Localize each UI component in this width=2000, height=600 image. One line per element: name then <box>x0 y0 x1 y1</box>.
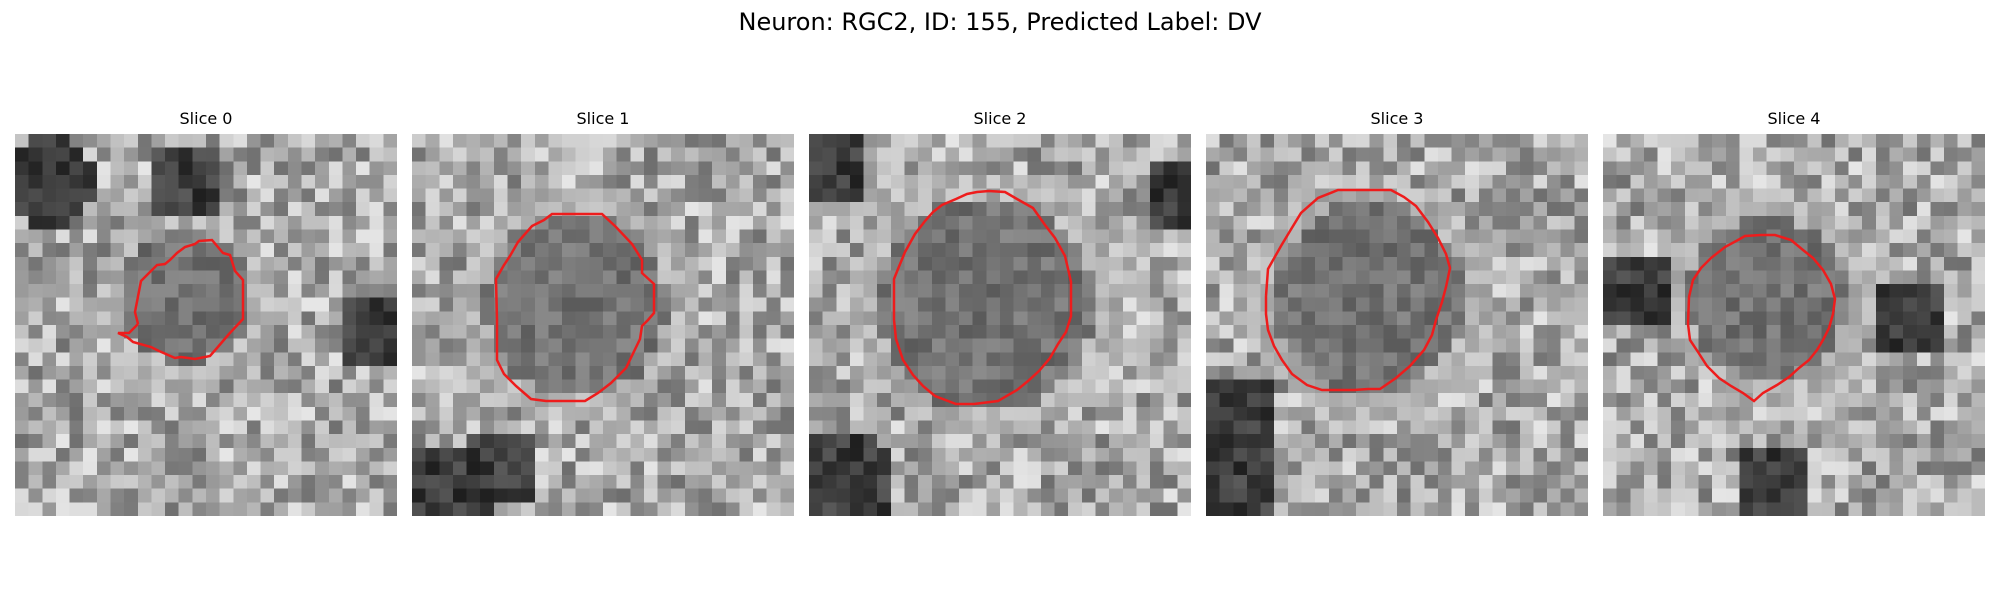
slice-title: Slice 4 <box>1767 109 1821 128</box>
cell-contour <box>494 212 656 403</box>
cell-contour <box>1264 188 1452 392</box>
slice-title: Slice 2 <box>973 109 1027 128</box>
slice-image <box>412 134 794 516</box>
figure-title: Neuron: RGC2, ID: 155, Predicted Label: … <box>738 8 1262 36</box>
slice-title: Slice 1 <box>576 109 630 128</box>
slice-panel-4: Slice 4 <box>1603 109 1985 516</box>
slice-image <box>1603 134 1985 516</box>
slice-image <box>15 134 397 516</box>
cell-contour <box>1686 233 1837 403</box>
slice-title: Slice 3 <box>1370 109 1424 128</box>
slice-panel-1: Slice 1 <box>412 109 794 516</box>
cell-contour <box>117 238 245 361</box>
slice-panel-2: Slice 2 <box>809 109 1191 516</box>
slice-image <box>809 134 1191 516</box>
slice-panel-3: Slice 3 <box>1206 109 1588 516</box>
slice-image <box>1206 134 1588 516</box>
slice-panel-0: Slice 0 <box>15 109 397 516</box>
slice-title: Slice 0 <box>179 109 233 128</box>
cell-contour <box>892 189 1073 406</box>
